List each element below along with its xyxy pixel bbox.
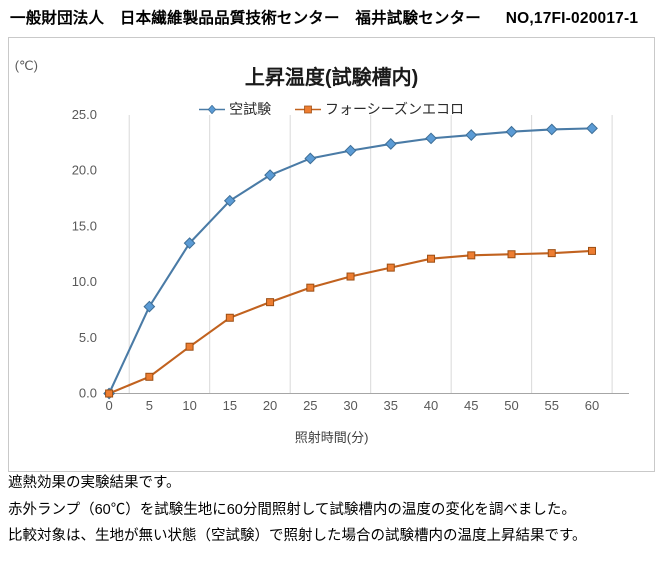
svg-text:35: 35: [383, 398, 397, 413]
svg-text:5: 5: [145, 398, 152, 413]
svg-text:15.0: 15.0: [71, 218, 96, 233]
svg-text:60: 60: [584, 398, 598, 413]
svg-text:20: 20: [263, 398, 277, 413]
svg-text:30: 30: [343, 398, 357, 413]
svg-text:15: 15: [222, 398, 236, 413]
svg-text:10: 10: [182, 398, 196, 413]
svg-text:25: 25: [303, 398, 317, 413]
svg-text:40: 40: [423, 398, 437, 413]
svg-text:10.0: 10.0: [71, 274, 96, 289]
svg-text:50: 50: [504, 398, 518, 413]
svg-text:5.0: 5.0: [79, 330, 97, 345]
svg-text:45: 45: [464, 398, 478, 413]
svg-text:55: 55: [544, 398, 558, 413]
svg-text:0.0: 0.0: [79, 385, 97, 400]
svg-text:20.0: 20.0: [71, 163, 96, 178]
svg-text:25.0: 25.0: [71, 107, 96, 122]
svg-text:0: 0: [105, 398, 112, 413]
